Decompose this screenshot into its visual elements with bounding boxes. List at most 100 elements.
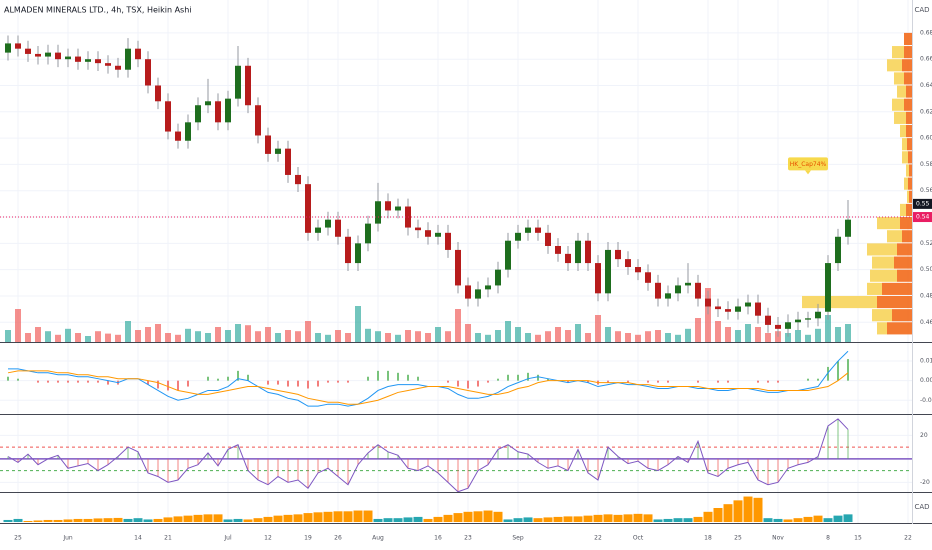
candle-body bbox=[735, 306, 741, 312]
bar bbox=[343, 511, 353, 522]
volume-bar bbox=[505, 321, 511, 342]
bar bbox=[143, 519, 153, 522]
bar bbox=[593, 514, 603, 522]
bar bbox=[673, 518, 683, 522]
volume-profile-bar bbox=[877, 295, 912, 309]
volume-bar bbox=[455, 309, 461, 342]
volume-profile-bar bbox=[909, 190, 912, 203]
candle-body bbox=[665, 293, 671, 299]
bar bbox=[573, 516, 583, 522]
volume-profile-bar bbox=[897, 243, 912, 256]
volume-bar bbox=[615, 331, 621, 342]
volume-bar bbox=[75, 333, 81, 342]
candle-body bbox=[775, 324, 781, 329]
volume-profile-bar bbox=[908, 177, 912, 190]
volume-profile-bar bbox=[906, 85, 912, 98]
candle-body bbox=[45, 52, 51, 57]
bar bbox=[663, 518, 673, 522]
candle-body bbox=[485, 285, 491, 290]
volume-profile-bar bbox=[902, 59, 912, 72]
volume-bar bbox=[265, 327, 271, 342]
volume-profile-bar bbox=[902, 230, 912, 243]
volume-profile-bar bbox=[900, 124, 906, 138]
volume-profile-bar bbox=[906, 111, 912, 124]
volume-bar bbox=[365, 328, 371, 342]
volume-bar bbox=[335, 330, 341, 342]
candle-body bbox=[35, 53, 41, 57]
currency: CAD bbox=[914, 503, 929, 511]
candle-body bbox=[265, 135, 271, 154]
candle-body bbox=[505, 240, 511, 270]
volume-profile-bar bbox=[907, 138, 912, 151]
volume-profile-bar bbox=[892, 98, 904, 111]
bar bbox=[223, 519, 233, 522]
volume-profile-bar bbox=[894, 256, 912, 269]
bar bbox=[783, 519, 793, 522]
volume-profile-bar bbox=[906, 203, 912, 217]
candle-body bbox=[585, 240, 591, 264]
candle-body bbox=[235, 65, 241, 99]
candle-body bbox=[525, 227, 531, 233]
bar bbox=[333, 511, 343, 522]
candle-body bbox=[55, 52, 61, 60]
x-tick-label: 19 bbox=[304, 535, 312, 542]
candle-body bbox=[215, 101, 221, 123]
volume-profile-bar bbox=[877, 322, 887, 335]
candle-body bbox=[705, 298, 711, 307]
bar bbox=[473, 511, 483, 522]
bar bbox=[553, 516, 563, 522]
candle-body bbox=[755, 302, 761, 316]
volume-bar bbox=[395, 334, 401, 342]
volume-profile-bar bbox=[882, 282, 912, 295]
plot bbox=[0, 32, 912, 522]
volume-bar bbox=[465, 324, 471, 342]
candle-body bbox=[335, 219, 341, 237]
volume-bar bbox=[665, 333, 671, 342]
candle-body bbox=[115, 65, 121, 70]
x-tick-label: 12 bbox=[264, 535, 272, 542]
candle-body bbox=[365, 223, 371, 244]
bar bbox=[123, 518, 133, 522]
volume-bar bbox=[375, 331, 381, 342]
candle-body bbox=[175, 131, 181, 141]
volume-bar bbox=[35, 327, 41, 342]
bar bbox=[363, 510, 373, 522]
volume-bar bbox=[195, 331, 201, 342]
volume-bar bbox=[635, 334, 641, 342]
bar bbox=[63, 519, 73, 522]
candle-body bbox=[845, 219, 851, 237]
bar bbox=[703, 511, 713, 522]
y-tick-label: 0.46 bbox=[920, 319, 932, 326]
bar bbox=[153, 518, 163, 522]
volume-profile-bar bbox=[887, 59, 902, 72]
candle-body bbox=[605, 249, 611, 294]
candle-body bbox=[725, 309, 731, 312]
candle-body bbox=[635, 267, 641, 273]
bar bbox=[443, 514, 453, 522]
volume-profile-bar bbox=[894, 111, 906, 124]
candle-body bbox=[75, 56, 81, 62]
bar bbox=[33, 520, 43, 522]
volume-bar bbox=[425, 333, 431, 342]
volume-bar bbox=[835, 327, 841, 342]
volume-profile-bar bbox=[907, 190, 909, 203]
x-tick-label: Sep bbox=[512, 535, 524, 542]
bar bbox=[393, 518, 403, 522]
candle-body bbox=[445, 232, 451, 250]
bar bbox=[833, 515, 843, 522]
candle-body bbox=[435, 232, 441, 237]
candle-body bbox=[125, 48, 131, 70]
volume-bar bbox=[245, 325, 251, 342]
candle-body bbox=[825, 263, 831, 312]
volume-bar bbox=[815, 328, 821, 342]
bar bbox=[43, 519, 53, 522]
bar bbox=[523, 517, 533, 522]
y-tick-label: 0.60 bbox=[920, 135, 932, 142]
bar bbox=[753, 497, 763, 522]
x-tick-label: Nov bbox=[772, 535, 784, 542]
x-tick-label: 18 bbox=[704, 535, 712, 542]
bar bbox=[113, 517, 123, 522]
volume-bar bbox=[435, 327, 441, 342]
candle-body bbox=[165, 101, 171, 132]
